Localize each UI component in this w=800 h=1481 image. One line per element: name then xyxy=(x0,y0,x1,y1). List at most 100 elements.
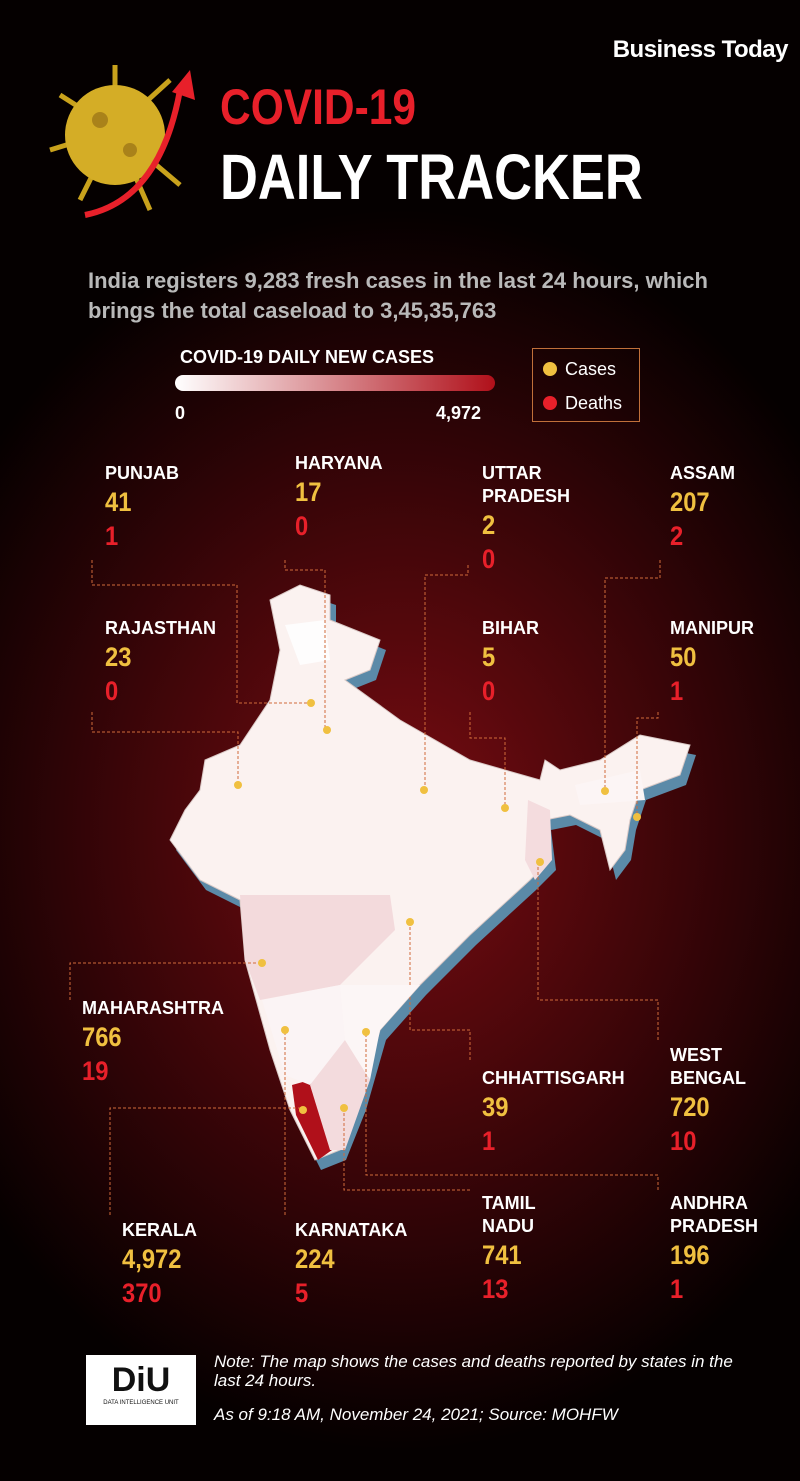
leader-line xyxy=(365,1032,659,1190)
leader-line xyxy=(109,1107,303,1215)
state-cases: 50 xyxy=(670,642,697,672)
state-name: UTTAR PRADESH xyxy=(482,463,571,506)
state-region xyxy=(285,620,330,665)
state-name: ASSAM xyxy=(670,463,736,483)
state-dot xyxy=(234,781,242,789)
state-name: PUNJAB xyxy=(105,463,180,483)
state-name: TAMIL NADU xyxy=(482,1193,536,1236)
state-label: PUNJAB 41 1 xyxy=(105,462,225,553)
state-region xyxy=(310,1040,370,1150)
state-dot xyxy=(633,813,641,821)
state-name: HARYANA xyxy=(295,453,383,473)
state-region xyxy=(292,1080,332,1160)
state-deaths: 10 xyxy=(670,1126,697,1156)
state-deaths: 370 xyxy=(122,1278,162,1308)
state-name: MANIPUR xyxy=(670,618,754,638)
note: Note: The map shows the cases and deaths… xyxy=(214,1352,733,1390)
leader-line xyxy=(636,712,659,817)
brand: Business Today xyxy=(612,36,789,63)
leader-line xyxy=(537,862,659,1040)
key-label: Deaths xyxy=(565,392,623,413)
state-cases: 4,972 xyxy=(122,1244,182,1274)
state-dot xyxy=(323,726,331,734)
state-dot xyxy=(281,1026,289,1034)
state-name: MAHARASHTRA xyxy=(82,998,224,1018)
state-dot xyxy=(362,1028,370,1036)
state-region xyxy=(575,770,645,805)
state-label: MAHARASHTRA 766 19 xyxy=(82,997,252,1088)
state-deaths: 0 xyxy=(105,676,119,706)
state-dot xyxy=(340,1104,348,1112)
state-cases: 2 xyxy=(482,510,496,540)
state-dot xyxy=(406,918,414,926)
state-label: CHHATTISGARH 39 1 xyxy=(482,1067,652,1158)
state-label: WEST BENGAL 720 10 xyxy=(670,1044,780,1158)
state-deaths: 5 xyxy=(295,1278,309,1308)
state-dot xyxy=(420,786,428,794)
state-deaths: 0 xyxy=(482,676,496,706)
state-label: UTTAR PRADESH 2 0 xyxy=(482,462,592,576)
virus-icon xyxy=(49,65,195,218)
state-deaths: 2 xyxy=(670,521,684,551)
state-dot xyxy=(536,858,544,866)
state-label: TAMIL NADU 741 13 xyxy=(482,1192,592,1306)
scale-max: 4,972 xyxy=(436,403,482,423)
logo: DiU DATA INTELLIGENCE UNIT xyxy=(86,1355,196,1425)
state-label: ANDHRA PRADESH 196 1 xyxy=(670,1192,790,1306)
state-cases: 23 xyxy=(105,642,132,672)
summary: India registers 9,283 fresh cases in the… xyxy=(88,268,708,323)
leader-line xyxy=(91,712,239,785)
state-cases: 224 xyxy=(295,1244,335,1274)
state-name: WEST BENGAL xyxy=(670,1045,746,1088)
state-label: ASSAM 207 2 xyxy=(670,462,790,553)
state-dot xyxy=(299,1106,307,1114)
title-line2: DAILY TRACKER xyxy=(220,141,643,213)
state-cases: 720 xyxy=(670,1092,710,1122)
state-cases: 5 xyxy=(482,642,496,672)
state-cases: 766 xyxy=(82,1022,122,1052)
leader-line xyxy=(604,560,661,791)
leader-line xyxy=(469,712,506,808)
state-deaths: 19 xyxy=(82,1056,109,1086)
state-region xyxy=(340,985,420,1080)
key-dot xyxy=(543,396,557,410)
state-region xyxy=(240,895,395,1000)
state-cases: 17 xyxy=(295,477,322,507)
logo-sub: DATA INTELLIGENCE UNIT xyxy=(103,1400,179,1406)
state-dot xyxy=(307,699,315,707)
source: As of 9:18 AM, November 24, 2021; Source… xyxy=(214,1405,618,1424)
state-deaths: 0 xyxy=(295,511,309,541)
scale-min: 0 xyxy=(175,403,186,423)
state-label: MANIPUR 50 1 xyxy=(670,617,790,708)
state-deaths: 1 xyxy=(482,1126,496,1156)
state-label: KARNATAKA 224 5 xyxy=(295,1219,445,1310)
state-label: HARYANA 17 0 xyxy=(295,452,415,543)
state-dot xyxy=(258,959,266,967)
state-dot xyxy=(601,787,609,795)
state-deaths: 1 xyxy=(670,676,684,706)
state-label: RAJASTHAN 23 0 xyxy=(105,617,245,708)
state-name: RAJASTHAN xyxy=(105,618,217,638)
state-deaths: 1 xyxy=(105,521,119,551)
state-cases: 39 xyxy=(482,1092,509,1122)
state-label: KERALA 4,972 370 xyxy=(122,1219,242,1310)
state-deaths: 0 xyxy=(482,544,496,574)
state-deaths: 13 xyxy=(482,1274,509,1304)
state-name: KARNATAKA xyxy=(295,1220,408,1240)
logo-text: DiU xyxy=(111,1361,171,1399)
state-region xyxy=(262,985,345,1085)
leader-line xyxy=(409,922,471,1060)
state-label: BIHAR 5 0 xyxy=(482,617,592,708)
scale-title: COVID-19 DAILY NEW CASES xyxy=(180,347,435,367)
leader-line xyxy=(424,565,469,790)
state-name: BIHAR xyxy=(482,618,539,638)
key-label: Cases xyxy=(565,358,617,379)
state-region xyxy=(525,800,552,880)
state-cases: 196 xyxy=(670,1240,710,1270)
title-line1: COVID-19 xyxy=(220,79,417,135)
scale-bar xyxy=(175,375,495,391)
key: Cases Deaths xyxy=(532,348,640,422)
state-deaths: 1 xyxy=(670,1274,684,1304)
